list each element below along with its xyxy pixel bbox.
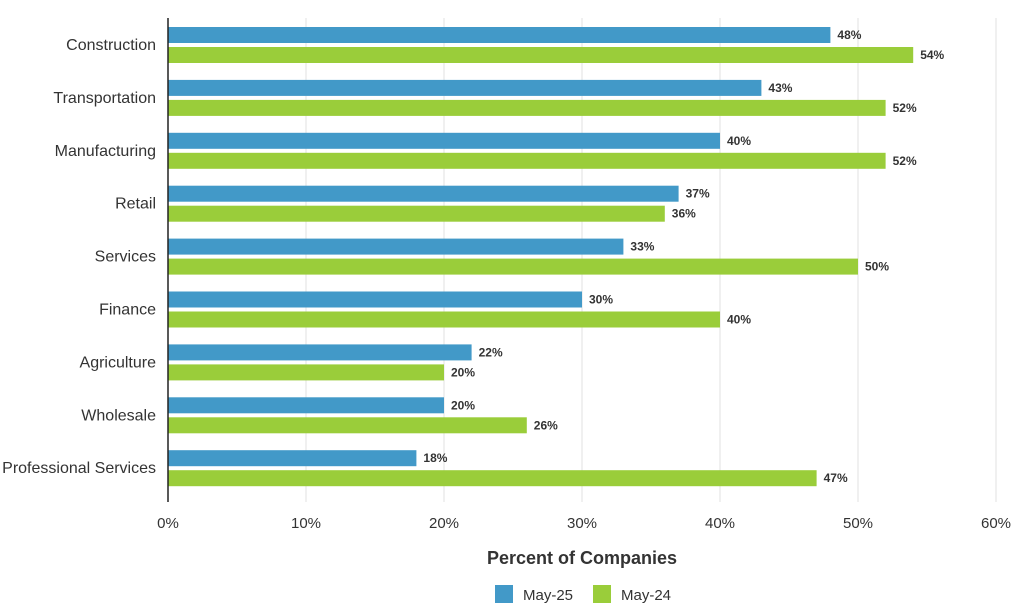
legend: May-25 May-24: [495, 585, 671, 604]
category-label: Wholesale: [81, 407, 156, 424]
category-label: Professional Services: [2, 460, 156, 477]
x-tick-labels: 0% 10% 20% 30% 40% 50% 60%: [157, 515, 1011, 532]
bar-may-25-transportation: [168, 79, 762, 96]
category-label: Transportation: [53, 90, 156, 107]
category-label: Manufacturing: [55, 143, 156, 160]
data-label: 20%: [451, 398, 475, 412]
bar-may-24-wholesale: [168, 417, 527, 434]
x-tick-label: 60%: [981, 515, 1011, 532]
data-labels: 48% 54% 43% 52% 40% 52% 37% 36% 33% 50% 30% 40% 22% 2…: [423, 28, 944, 485]
data-label: 22%: [479, 345, 503, 359]
data-label: 36%: [672, 207, 696, 221]
x-tick-label: 0%: [157, 515, 179, 532]
data-label: 50%: [865, 260, 889, 274]
x-axis-title: Percent of Companies: [487, 548, 677, 568]
category-label: Services: [95, 249, 156, 266]
legend-label-may-25: May-25: [523, 587, 573, 604]
bar-may-25-construction: [168, 27, 831, 43]
x-tick-label: 10%: [291, 515, 321, 532]
bars: [168, 27, 914, 487]
data-label: 47%: [824, 471, 848, 485]
bar-may-24-transportation: [168, 99, 886, 116]
bar-may-25-manufacturing: [168, 132, 720, 149]
data-label: 52%: [893, 154, 917, 168]
legend-swatch-may-24: [593, 585, 611, 603]
category-label: Retail: [115, 196, 156, 213]
bar-may-25-retail: [168, 185, 679, 202]
bar-may-24-finance: [168, 311, 720, 328]
x-tick-label: 30%: [567, 515, 597, 532]
bar-may-25-agriculture: [168, 344, 472, 361]
data-label: 30%: [589, 293, 613, 307]
data-label: 20%: [451, 365, 475, 379]
legend-label-may-24: May-24: [621, 587, 671, 604]
category-label: Agriculture: [80, 354, 157, 371]
bar-may-24-construction: [168, 47, 914, 63]
bar-may-24-agriculture: [168, 364, 444, 381]
bar-may-25-professional-services: [168, 450, 417, 467]
data-label: 33%: [630, 240, 654, 254]
data-label: 54%: [920, 48, 944, 62]
category-label: Construction: [66, 37, 156, 54]
data-label: 37%: [686, 187, 710, 201]
category-labels: Construction Transportation Manufacturing R…: [2, 37, 156, 477]
x-tick-label: 20%: [429, 515, 459, 532]
bar-may-25-services: [168, 238, 624, 255]
data-label: 48%: [837, 28, 861, 42]
bar-may-24-professional-services: [168, 470, 817, 487]
data-label: 40%: [727, 313, 751, 327]
data-label: 40%: [727, 134, 751, 148]
bar-may-24-services: [168, 258, 858, 275]
bar-may-25-wholesale: [168, 397, 444, 414]
data-label: 43%: [768, 81, 792, 95]
bar-may-25-finance: [168, 291, 582, 308]
x-tick-label: 40%: [705, 515, 735, 532]
x-tick-label: 50%: [843, 515, 873, 532]
category-label: Finance: [99, 302, 156, 319]
bar-may-24-retail: [168, 205, 665, 222]
data-label: 52%: [893, 101, 917, 115]
bar-may-24-manufacturing: [168, 152, 886, 169]
legend-swatch-may-25: [495, 585, 513, 603]
data-label: 26%: [534, 418, 558, 432]
data-label: 18%: [423, 451, 447, 465]
